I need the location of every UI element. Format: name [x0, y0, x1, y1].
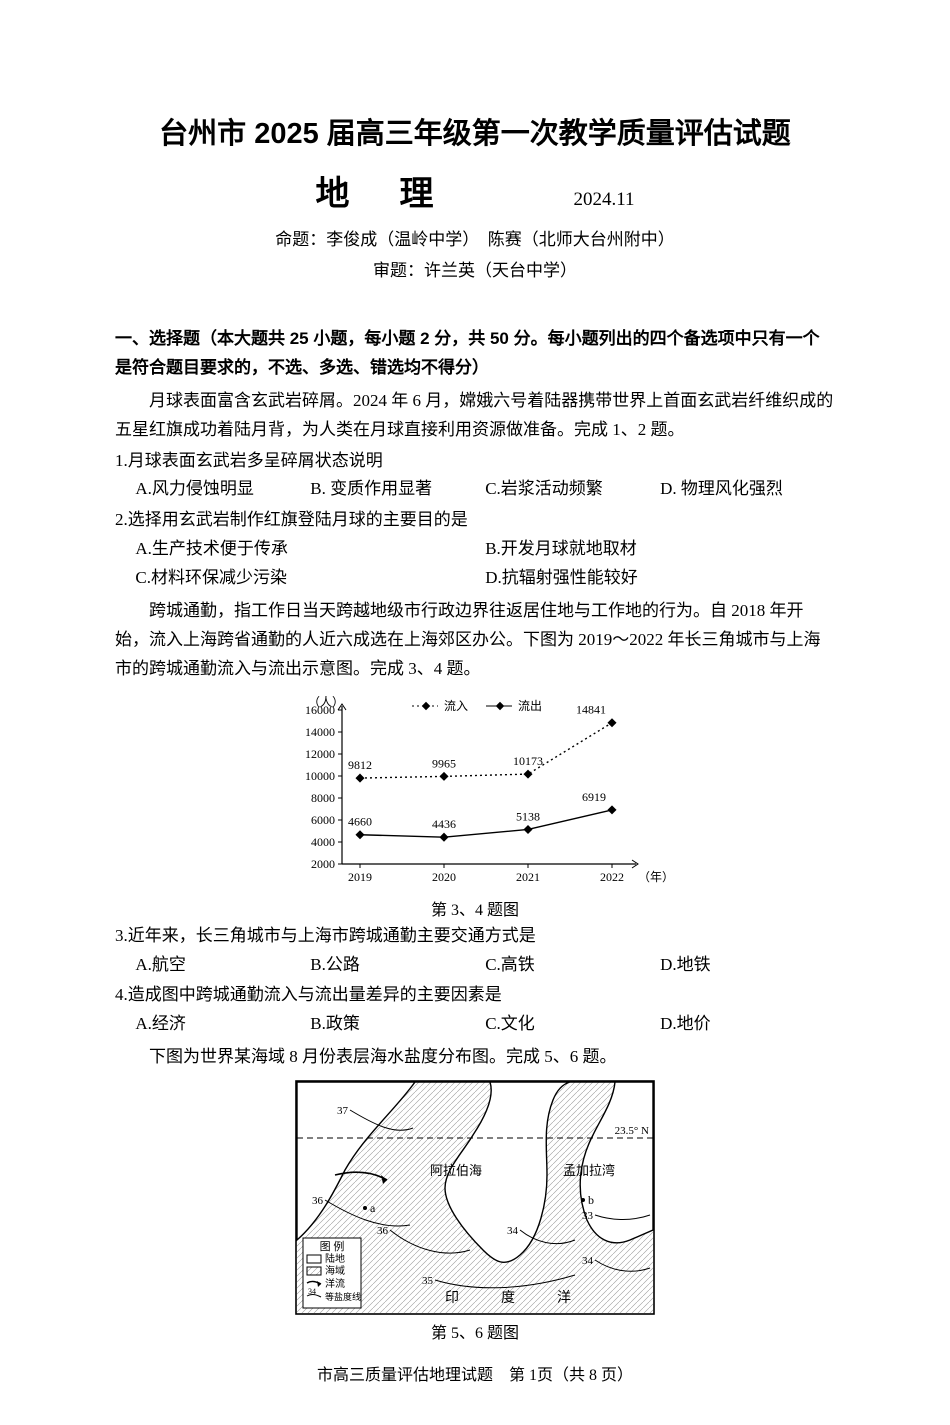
- svg-text:9812: 9812: [348, 758, 372, 772]
- question-2: 2.选择用玄武岩制作红旗登陆月球的主要目的是: [115, 506, 835, 535]
- credits-reviewer: 审题：许兰英（天台中学）: [115, 256, 835, 281]
- svg-text:8000: 8000: [311, 791, 335, 805]
- svg-text:14841: 14841: [576, 702, 606, 716]
- q3-option-c: C.高铁: [485, 951, 660, 980]
- svg-text:等盐度线: 等盐度线: [325, 1291, 361, 1302]
- question-1-options: A.风力侵蚀明显 B. 变质作用显著 C.岩浆活动频繁 D. 物理风化强烈: [115, 475, 835, 504]
- svg-text:阿拉伯海: 阿拉伯海: [430, 1163, 482, 1178]
- context-q5-6: 下图为世界某海域 8 月份表层海水盐度分布图。完成 5、6 题。: [115, 1043, 835, 1072]
- line-chart-svg: 200040006000800010000120001400016000（人）2…: [280, 692, 670, 892]
- svg-text:图 例: 图 例: [320, 1239, 345, 1253]
- svg-text:流出: 流出: [518, 699, 542, 713]
- credits-authors: 命题：李俊成（温岭中学） 陈赛（北师大台州附中）: [115, 225, 835, 250]
- svg-text:a: a: [370, 1201, 376, 1215]
- svg-text:36: 36: [377, 1225, 389, 1237]
- exam-date: 2024.11: [573, 189, 634, 211]
- svg-text:12000: 12000: [305, 747, 335, 761]
- svg-text:6000: 6000: [311, 813, 335, 827]
- svg-text:b: b: [588, 1193, 594, 1207]
- svg-text:4000: 4000: [311, 835, 335, 849]
- q1-option-a: A.风力侵蚀明显: [135, 475, 310, 504]
- svg-text:34: 34: [507, 1225, 519, 1237]
- question-3-options: A.航空 B.公路 C.高铁 D.地铁: [115, 951, 835, 980]
- q4-option-a: A.经济: [135, 1010, 310, 1039]
- question-2-options-row2: C.材料环保减少污染 D.抗辐射强性能较好: [115, 564, 835, 593]
- context-q3-4: 跨城通勤，指工作日当天跨越地级市行政边界往返居住地与工作地的行为。自 2018 …: [115, 597, 835, 684]
- q2-option-c: C.材料环保减少污染: [135, 564, 485, 593]
- svg-text:5138: 5138: [516, 809, 540, 823]
- svg-text:（人）: （人）: [308, 695, 344, 709]
- svg-text:2020: 2020: [432, 870, 456, 884]
- q3-option-a: A.航空: [135, 951, 310, 980]
- svg-text:34: 34: [582, 1255, 594, 1267]
- svg-text:23.5° N: 23.5° N: [615, 1125, 649, 1137]
- svg-text:4660: 4660: [348, 814, 372, 828]
- svg-text:2000: 2000: [311, 857, 335, 871]
- salinity-map-svg: 23.5° N 37 36 36 35 34 34 33 a b 阿拉伯海 孟加拉湾印 度 洋 图 例陆…: [295, 1080, 655, 1315]
- chart-q3-4: 200040006000800010000120001400016000（人）2…: [115, 692, 835, 892]
- q1-option-d: D. 物理风化强烈: [660, 475, 835, 504]
- svg-text:37: 37: [337, 1105, 349, 1117]
- svg-text:海域: 海域: [325, 1264, 345, 1277]
- svg-text:14000: 14000: [305, 725, 335, 739]
- q3-option-d: D.地铁: [660, 951, 835, 980]
- question-3: 3.近年来，长三角城市与上海市跨城通勤主要交通方式是: [115, 922, 835, 951]
- q1-option-b: B. 变质作用显著: [310, 475, 485, 504]
- svg-text:2021: 2021: [516, 870, 540, 884]
- subtitle-row: 地理 2024.11: [115, 166, 835, 215]
- svg-text:33: 33: [582, 1210, 594, 1222]
- q2-option-d: D.抗辐射强性能较好: [485, 564, 835, 593]
- q4-option-c: C.文化: [485, 1010, 660, 1039]
- q4-option-b: B.政策: [310, 1010, 485, 1039]
- subject-title: 地理: [315, 166, 483, 215]
- question-1: 1.月球表面玄武岩多呈碎屑状态说明: [115, 447, 835, 476]
- svg-text:（年）: （年）: [638, 870, 670, 884]
- svg-text:陆地: 陆地: [325, 1252, 345, 1265]
- page-footer: 市高三质量评估地理试题 第 1页（共 8 页）: [115, 1361, 835, 1385]
- question-4: 4.造成图中跨城通勤流入与流出量差异的主要因素是: [115, 981, 835, 1010]
- map-q5-6: 23.5° N 37 36 36 35 34 34 33 a b 阿拉伯海 孟加拉湾印 度 洋 图 例陆…: [115, 1080, 835, 1315]
- svg-text:4436: 4436: [432, 817, 456, 831]
- svg-text:2019: 2019: [348, 870, 372, 884]
- map-caption-56: 第 5、6 题图: [115, 1319, 835, 1343]
- q2-option-b: B.开发月球就地取材: [485, 535, 835, 564]
- svg-text:孟加拉湾: 孟加拉湾: [563, 1163, 615, 1178]
- svg-text:35: 35: [422, 1275, 434, 1287]
- svg-text:印 度 洋: 印 度 洋: [445, 1290, 585, 1306]
- svg-text:36: 36: [312, 1195, 324, 1207]
- svg-text:2022: 2022: [600, 870, 624, 884]
- question-4-options: A.经济 B.政策 C.文化 D.地价: [115, 1010, 835, 1039]
- svg-text:34: 34: [308, 1287, 316, 1296]
- svg-text:6919: 6919: [582, 790, 606, 804]
- q3-option-b: B.公路: [310, 951, 485, 980]
- q4-option-d: D.地价: [660, 1010, 835, 1039]
- credits-block: 命题：李俊成（温岭中学） 陈赛（北师大台州附中） 审题：许兰英（天台中学）: [115, 225, 835, 281]
- question-2-options-row1: A.生产技术便于传承 B.开发月球就地取材: [115, 535, 835, 564]
- chart-caption-34: 第 3、4 题图: [115, 896, 835, 920]
- section-1-heading: 一、选择题（本大题共 25 小题，每小题 2 分，共 50 分。每小题列出的四个…: [115, 325, 835, 383]
- svg-text:10000: 10000: [305, 769, 335, 783]
- exam-title: 台州市 2025 届高三年级第一次教学质量评估试题: [115, 110, 835, 152]
- svg-text:10173: 10173: [513, 754, 543, 768]
- q1-option-c: C.岩浆活动频繁: [485, 475, 660, 504]
- svg-text:洋流: 洋流: [325, 1277, 345, 1290]
- q2-option-a: A.生产技术便于传承: [135, 535, 485, 564]
- svg-text:9965: 9965: [432, 756, 456, 770]
- context-q1-2: 月球表面富含玄武岩碎屑。2024 年 6 月，嫦娥六号着陆器携带世界上首面玄武岩…: [115, 387, 835, 445]
- svg-text:流入: 流入: [444, 699, 468, 713]
